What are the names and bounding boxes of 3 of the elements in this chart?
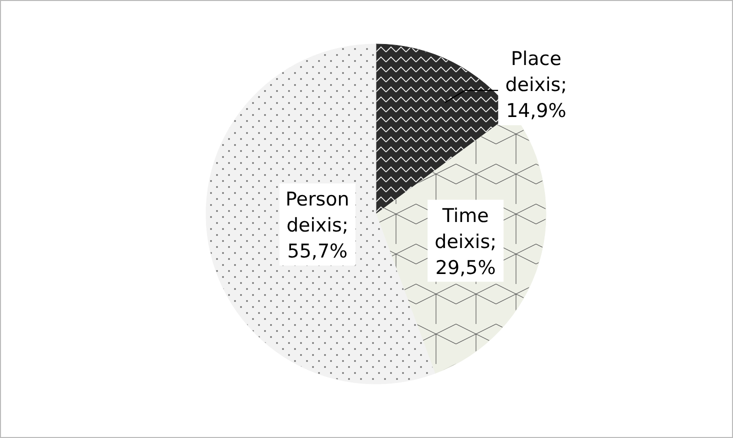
slice-label: Place deixis; 14,9% — [505, 48, 568, 122]
slice-label: Person deixis; 55,7% — [286, 188, 350, 262]
slice-label: Time deixis; 29,5% — [434, 204, 497, 279]
